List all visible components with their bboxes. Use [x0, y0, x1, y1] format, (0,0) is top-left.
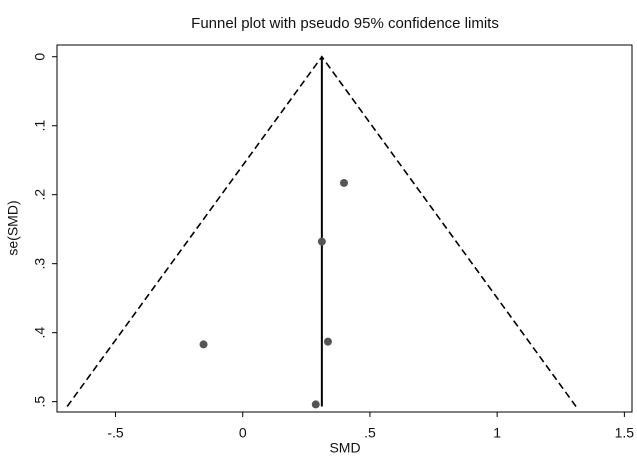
x-tick-label: 1.5 — [615, 425, 635, 441]
point — [317, 237, 326, 246]
x-tick-label: .5 — [364, 425, 376, 441]
chart-title: Funnel plot with pseudo 95% confidence l… — [191, 15, 499, 32]
point — [199, 340, 208, 349]
x-tick-label: 0 — [239, 425, 247, 441]
plot-frame — [56, 44, 633, 413]
x-tick-label: -.5 — [107, 425, 124, 441]
y-tick-label: 0 — [32, 53, 48, 61]
point — [323, 337, 332, 346]
point — [311, 400, 320, 409]
y-tick-label: .2 — [32, 189, 48, 201]
y-tick-label: .3 — [32, 258, 48, 270]
x-tick-label: 1 — [493, 425, 501, 441]
y-tick-label: .5 — [32, 396, 48, 408]
point — [339, 178, 348, 187]
y-tick-label: .1 — [32, 120, 48, 132]
y-axis-label: se(SMD) — [5, 200, 21, 255]
x-axis-label: SMD — [329, 440, 360, 456]
y-tick-label: .4 — [32, 327, 48, 339]
funnel-limit — [66, 55, 577, 407]
